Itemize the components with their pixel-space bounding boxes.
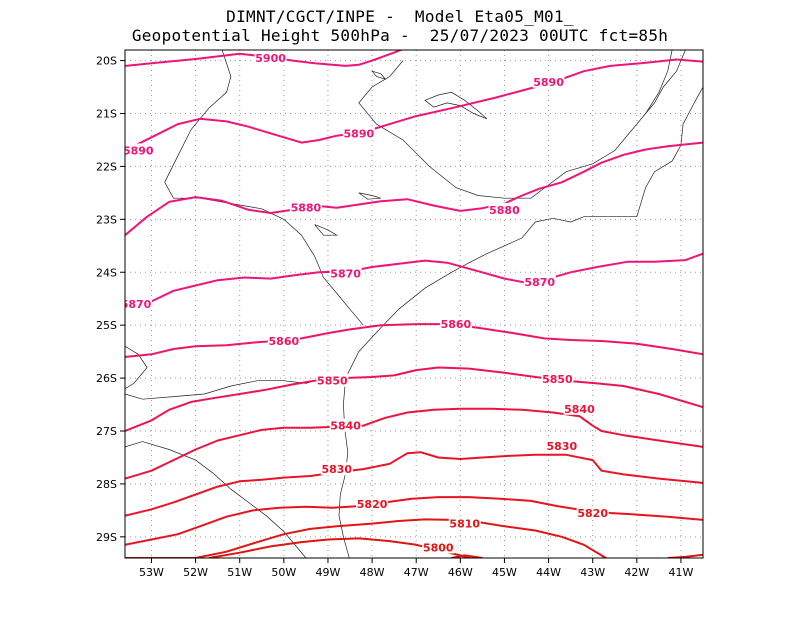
contour-label-bg — [439, 317, 472, 331]
contour-label-bg — [254, 50, 287, 64]
y-tick-label: 21S — [96, 108, 117, 121]
contour-label: 5840 — [330, 420, 361, 433]
title-line-2: Geopotential Height 500hPa - 25/07/2023 … — [131, 26, 669, 45]
contour-label-bg — [532, 74, 565, 88]
y-axis-ticks: 20S 21S 22S 23S 24S 25S 26S 27S 28S 29S — [96, 55, 125, 544]
x-tick-label: 53W — [139, 566, 164, 579]
height-contours: 5900 5890 5890 5890 5880 5880 5870 5870 5870 5860… — [121, 50, 703, 558]
contour-label: 5870 — [330, 267, 361, 280]
contour-5830 — [125, 451, 703, 517]
x-tick-label: 45W — [492, 566, 517, 579]
contour-label: 5890 — [344, 128, 375, 141]
contour-label-bg — [316, 373, 349, 387]
x-tick-label: 51W — [227, 566, 252, 579]
contour-label-bg — [523, 274, 556, 288]
y-tick-label: 25S — [96, 319, 117, 332]
contour-label-bg — [422, 540, 455, 554]
contour-label-bg — [125, 297, 153, 310]
contour-label: 5810 — [449, 518, 480, 531]
x-tick-label: 46W — [448, 566, 473, 579]
state-border-ms-sp — [164, 50, 364, 326]
y-tick-label: 22S — [96, 160, 117, 173]
contour-label-bg — [488, 202, 521, 216]
x-tick-label: 42W — [624, 566, 649, 579]
contour-5840 — [125, 407, 703, 480]
y-tick-label: 29S — [96, 531, 117, 544]
state-border-mg-es — [645, 50, 686, 114]
map-frame — [124, 49, 704, 559]
contour-label-bg — [448, 516, 481, 530]
title-line-1: DIMNT/CGCT/INPE - Model Eta05_M01_ — [226, 7, 574, 26]
state-border-west — [125, 346, 148, 389]
contour-label-bg — [563, 401, 596, 415]
x-tick-label: 52W — [183, 566, 208, 579]
y-tick-label: 26S — [96, 372, 117, 385]
geographic-boundaries — [125, 50, 703, 558]
y-tick-label: 23S — [96, 213, 117, 226]
y-tick-label: 28S — [96, 478, 117, 491]
contour-label-bg — [342, 126, 375, 140]
contour-label: 5870 — [121, 298, 152, 311]
contour-label: 5820 — [577, 507, 608, 520]
contour-label: 5820 — [357, 498, 388, 511]
contour-label: 5870 — [524, 276, 555, 289]
y-tick-label: 20S — [96, 55, 117, 68]
x-tick-label: 44W — [536, 566, 561, 579]
lake-3 — [314, 224, 339, 236]
contour-label: 5850 — [542, 373, 573, 386]
contour-label: 5860 — [269, 335, 300, 348]
contour-label-bg — [576, 506, 609, 520]
contour-label-bg — [541, 372, 574, 386]
contour-label: 5830 — [321, 463, 352, 476]
lake-2 — [371, 70, 387, 80]
contour-5880 — [125, 141, 703, 236]
contour-5790 — [451, 554, 483, 558]
lake-1 — [424, 91, 488, 120]
lat-lon-grid — [125, 50, 703, 558]
y-tick-label: 24S — [96, 266, 117, 279]
state-border-sc-rs — [125, 441, 307, 558]
lake-4 — [358, 192, 382, 200]
contour-label-bg — [320, 462, 353, 476]
x-tick-label: 50W — [271, 566, 296, 579]
x-tick-label: 48W — [360, 566, 385, 579]
contour-5890 — [125, 58, 703, 152]
contour-label-bg — [545, 438, 578, 452]
contour-5810 — [125, 518, 608, 558]
contour-label: 5880 — [291, 202, 322, 215]
contour-label-bg — [289, 200, 322, 214]
x-tick-label: 41W — [669, 566, 694, 579]
contour-5850 — [125, 366, 703, 432]
coast — [338, 86, 703, 558]
contour-label-bg — [267, 334, 300, 348]
contour-label: 5800 — [423, 541, 454, 554]
contour-label: 5860 — [441, 318, 472, 331]
contour-label: 5890 — [123, 145, 154, 158]
contour-label: 5890 — [533, 76, 564, 89]
contour-label: 5850 — [317, 375, 348, 388]
y-tick-label: 27S — [96, 425, 117, 438]
contour-label-bg — [329, 266, 362, 280]
contour-label-bg — [329, 418, 362, 432]
contour-label-bg — [125, 143, 155, 157]
state-border-sp-rj-mg — [358, 50, 673, 199]
contour-label-bg — [356, 497, 389, 511]
x-axis-ticks: 53W 52W 51W 50W 49W 48W 47W 46W 45W 44W 43W 42W 41W — [139, 558, 693, 579]
x-tick-label: 49W — [316, 566, 341, 579]
contour-label: 5840 — [564, 403, 595, 416]
contour-label: 5830 — [546, 440, 577, 453]
contour-label: 5900 — [255, 52, 286, 65]
contour-5860 — [125, 323, 703, 358]
contour-5870 — [125, 252, 703, 308]
contour-label: 5880 — [489, 204, 520, 217]
x-tick-label: 43W — [580, 566, 605, 579]
x-tick-label: 47W — [404, 566, 429, 579]
